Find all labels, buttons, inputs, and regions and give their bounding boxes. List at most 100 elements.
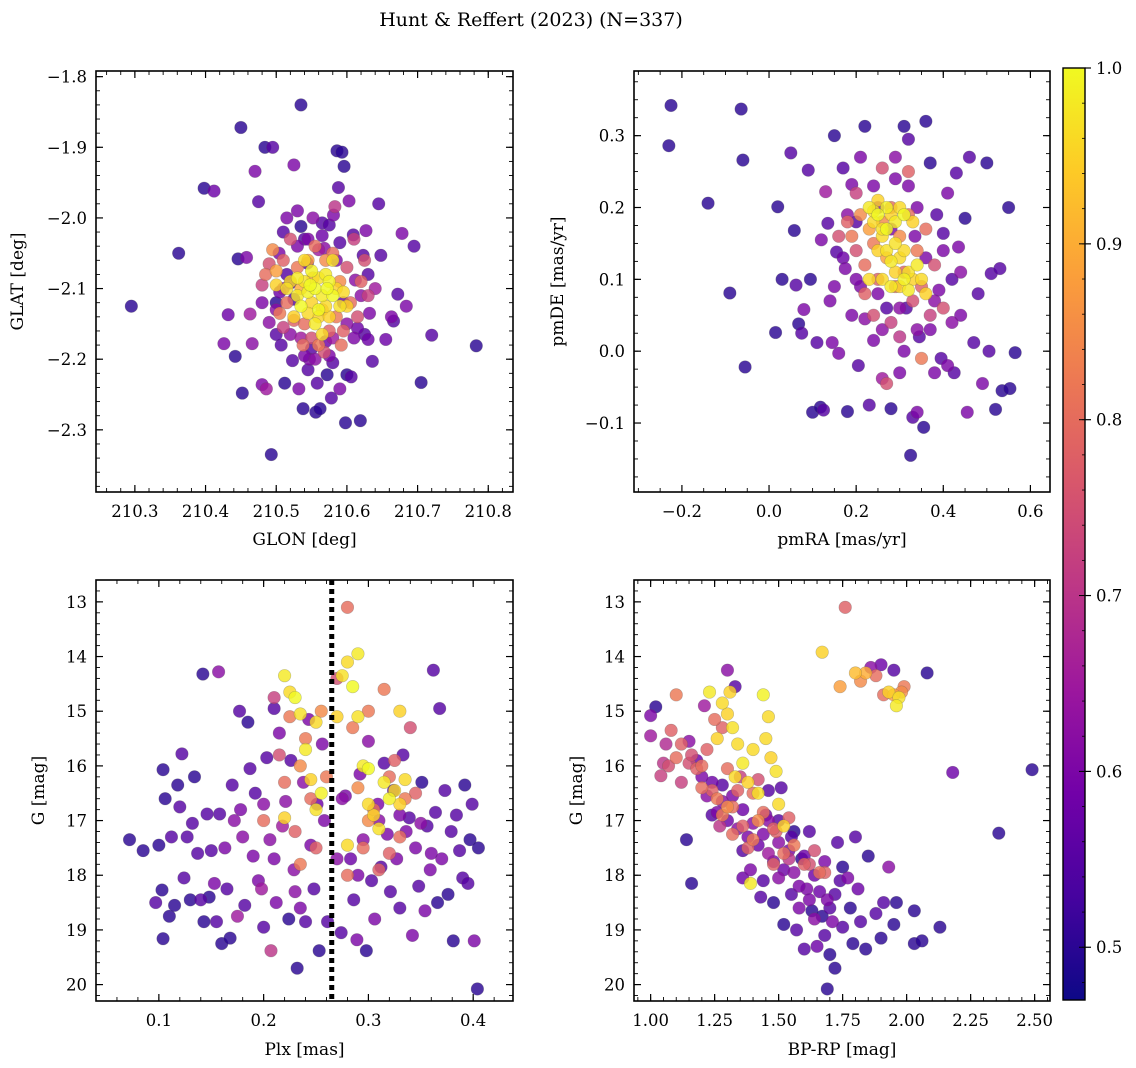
pm-point <box>884 279 898 294</box>
pm-point <box>858 287 872 301</box>
cmd-point <box>751 813 765 828</box>
sky-point <box>336 324 350 338</box>
colorbar-ticks: 0.5 0.6 0.7 0.8 0.9 1.0 <box>1079 59 1122 983</box>
sky-point <box>259 382 273 396</box>
cmd-point <box>887 917 901 932</box>
sky-point <box>266 140 280 154</box>
cmd-point <box>702 685 717 699</box>
sky-xtick-label: 210.4 <box>182 502 229 521</box>
sky-point <box>234 120 248 135</box>
plx-axes-frame <box>95 579 514 1002</box>
pm-point <box>888 150 902 164</box>
cmd-point <box>761 846 776 860</box>
sky-point <box>278 376 292 390</box>
pm-point <box>941 358 955 373</box>
sky-point <box>292 382 306 396</box>
cmd-point <box>820 893 834 907</box>
sky-point <box>274 338 288 352</box>
cmd-point <box>710 731 724 746</box>
pm-point <box>919 114 933 128</box>
plx-point <box>298 915 313 929</box>
sky-ytick-label: −2.1 <box>47 280 87 299</box>
cmd-point <box>700 742 714 757</box>
cmd-point <box>836 860 850 874</box>
sky-point <box>362 306 377 320</box>
plx-scatter-points <box>122 600 486 996</box>
sky-point <box>283 232 297 246</box>
sky-point <box>315 327 329 342</box>
sky-point <box>264 447 278 462</box>
sky-point <box>326 253 340 267</box>
pm-point <box>893 301 907 315</box>
plx-point <box>136 844 150 858</box>
cmd-point <box>761 710 776 724</box>
plx-point <box>288 690 302 705</box>
plx-point <box>414 816 428 830</box>
cmd-xtick-label: 1.25 <box>696 1011 733 1030</box>
plx-point <box>152 838 166 852</box>
plx-point <box>312 944 326 958</box>
cmd-point <box>1025 763 1039 777</box>
plx-point <box>367 808 381 822</box>
pm-point <box>795 326 809 340</box>
sky-point <box>372 197 386 211</box>
cmd-point <box>725 827 740 841</box>
pm-point <box>853 208 868 222</box>
cmd-point <box>851 882 865 896</box>
sky-point <box>262 315 276 330</box>
pm-point <box>845 229 859 243</box>
plx-point <box>465 797 479 811</box>
pm-point <box>827 129 841 143</box>
plx-point <box>351 710 365 724</box>
plx-point <box>194 893 208 907</box>
cmd-point <box>669 751 683 765</box>
sky-point <box>331 180 346 195</box>
cmd-point <box>774 781 788 795</box>
plx-point <box>167 898 182 912</box>
cmd-point <box>723 685 737 699</box>
plx-point <box>267 690 281 705</box>
cmd-xtick-label: 1.50 <box>760 1011 797 1030</box>
sky-xtick-label: 210.8 <box>465 502 512 521</box>
pm-point <box>851 358 865 373</box>
plx-point <box>398 772 412 787</box>
plx-point <box>361 734 376 748</box>
pm-xtick-label: 0.2 <box>843 502 869 521</box>
pm-point <box>845 308 859 322</box>
pm-point <box>823 294 837 308</box>
sky-point <box>266 243 280 257</box>
colorbar-gradient <box>1063 68 1085 1000</box>
colorbar-tick-label: 1.0 <box>1096 59 1122 78</box>
plx-point <box>293 901 307 915</box>
colorbar-tick-label: 0.7 <box>1096 587 1122 606</box>
plx-point <box>257 813 271 828</box>
cmd-point <box>836 920 850 934</box>
pm-point <box>836 161 850 175</box>
sky-point <box>287 158 301 172</box>
pm-point <box>923 156 937 170</box>
plx-point <box>213 807 227 821</box>
plx-point <box>368 912 382 926</box>
pm-point <box>814 233 828 247</box>
sky-point <box>255 296 269 310</box>
plx-point <box>340 838 355 852</box>
sky-point <box>124 299 138 313</box>
plx-point <box>230 909 245 923</box>
plx-point <box>382 846 396 860</box>
plx-point <box>293 857 307 871</box>
panel-sky-position: 210.3 210.4 210.5 210.6 210.7 210.8 −2.3 −2.2 −2… <box>8 68 514 550</box>
plx-point <box>187 770 202 784</box>
pm-xtick-label: −0.2 <box>662 502 702 521</box>
plx-point <box>356 841 370 855</box>
sky-point <box>276 253 290 267</box>
sky-point <box>344 370 358 384</box>
pm-point <box>849 272 863 286</box>
plx-xtick-label: 0.2 <box>251 1011 277 1030</box>
sky-ytick-label: −1.9 <box>47 138 87 157</box>
sky-point <box>290 271 305 285</box>
sky-point <box>285 354 300 368</box>
cmd-point <box>861 849 875 863</box>
pm-point <box>862 200 876 215</box>
plx-point <box>209 915 224 929</box>
pm-point <box>1003 381 1017 396</box>
